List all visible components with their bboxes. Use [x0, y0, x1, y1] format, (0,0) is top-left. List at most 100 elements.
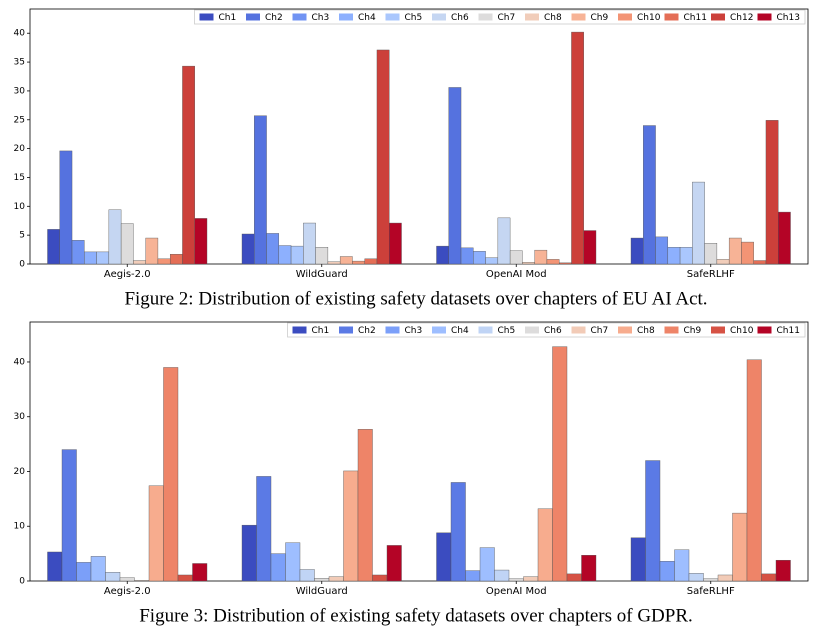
bar [343, 470, 359, 582]
bar [328, 576, 344, 582]
legend-swatch [292, 326, 307, 334]
bar [315, 247, 329, 265]
bar [741, 241, 754, 265]
bar [299, 569, 315, 582]
y-tick-label: 20 [14, 144, 26, 154]
bar [630, 237, 644, 265]
bar [163, 367, 179, 582]
y-tick-label: 0 [19, 577, 25, 587]
bar [552, 346, 568, 582]
legend-label: Ch11 [684, 13, 707, 23]
bar [339, 256, 353, 265]
bar [509, 250, 523, 265]
legend-swatch [664, 13, 679, 21]
bar [645, 460, 661, 582]
bar [765, 120, 779, 265]
bar [47, 229, 60, 265]
plot-frame [29, 8, 809, 265]
bar [119, 577, 135, 582]
legend-label: Ch12 [730, 13, 753, 23]
legend-swatch [432, 326, 446, 334]
y-tick-label: 40 [14, 29, 26, 39]
bar [465, 570, 481, 582]
x-tick-label: SafeRLHF [687, 269, 735, 280]
bar [133, 260, 146, 265]
bar [327, 261, 341, 265]
bar [96, 251, 110, 265]
legend-label: Ch3 [312, 13, 330, 23]
bar [566, 573, 582, 582]
legend-label: Ch10 [730, 326, 754, 336]
bar [450, 482, 466, 582]
legend-swatch [478, 13, 493, 21]
bar [655, 236, 669, 265]
x-tick-label: OpenAI Mod [486, 586, 547, 597]
bar [364, 258, 378, 265]
bar [448, 87, 462, 265]
legend-swatch [199, 13, 214, 21]
y-tick-label: 40 [14, 357, 26, 367]
legend-label: Ch3 [405, 326, 423, 336]
figure-caption: Figure 3: Distribution of existing safet… [139, 605, 693, 626]
bar [643, 125, 656, 265]
legend-label: Ch5 [405, 13, 423, 23]
bar [278, 245, 292, 265]
legend-label: Ch6 [451, 13, 469, 23]
x-tick-label: WildGuard [296, 269, 348, 280]
bar [679, 247, 693, 265]
bar [266, 233, 280, 265]
legend-swatch [246, 13, 260, 21]
legend-label: Ch13 [777, 13, 800, 23]
legend-swatch [571, 326, 586, 334]
bar [581, 555, 597, 582]
legend-swatch [478, 326, 493, 334]
legend-swatch [757, 326, 772, 334]
bar [84, 251, 97, 265]
legend-swatch [571, 13, 586, 21]
bar [290, 245, 304, 265]
bar [571, 31, 584, 265]
legend-label: Ch2 [358, 326, 376, 336]
bar [108, 209, 122, 265]
bar [537, 508, 553, 582]
legend-swatch [525, 13, 539, 21]
bar [523, 576, 539, 582]
x-tick-label: Aegis-2.0 [104, 269, 151, 280]
bar [386, 545, 402, 582]
bar [357, 429, 373, 582]
bar [134, 580, 150, 582]
bar [692, 181, 705, 265]
legend-label: Ch7 [498, 13, 516, 23]
y-tick-label: 10 [14, 202, 26, 212]
legend-swatch [432, 13, 446, 21]
bar [558, 262, 572, 265]
legend-label: Ch5 [498, 326, 516, 336]
bar [460, 247, 474, 265]
y-tick-label: 20 [14, 467, 26, 477]
legend-label: Ch8 [544, 13, 562, 23]
figure-caption: Figure 2: Distribution of existing safet… [124, 288, 707, 309]
bar [522, 262, 535, 265]
bar [177, 574, 193, 582]
bar [148, 485, 164, 582]
bar [436, 532, 452, 582]
legend-label: Ch8 [637, 326, 655, 336]
bar [716, 259, 730, 265]
bar [120, 223, 134, 265]
legend-label: Ch6 [544, 326, 562, 336]
bar [76, 562, 92, 582]
bar [473, 251, 486, 265]
legend-swatch [618, 13, 632, 21]
legend-swatch [339, 326, 353, 334]
bar [270, 553, 286, 582]
bar [47, 551, 63, 582]
legend-swatch [525, 326, 539, 334]
bar [494, 569, 510, 582]
bar [303, 222, 316, 265]
bar [732, 512, 748, 582]
legend-swatch [385, 13, 400, 21]
y-tick-label: 0 [19, 260, 25, 270]
y-tick-label: 30 [14, 412, 26, 422]
bar [753, 260, 767, 265]
bar [688, 573, 704, 582]
